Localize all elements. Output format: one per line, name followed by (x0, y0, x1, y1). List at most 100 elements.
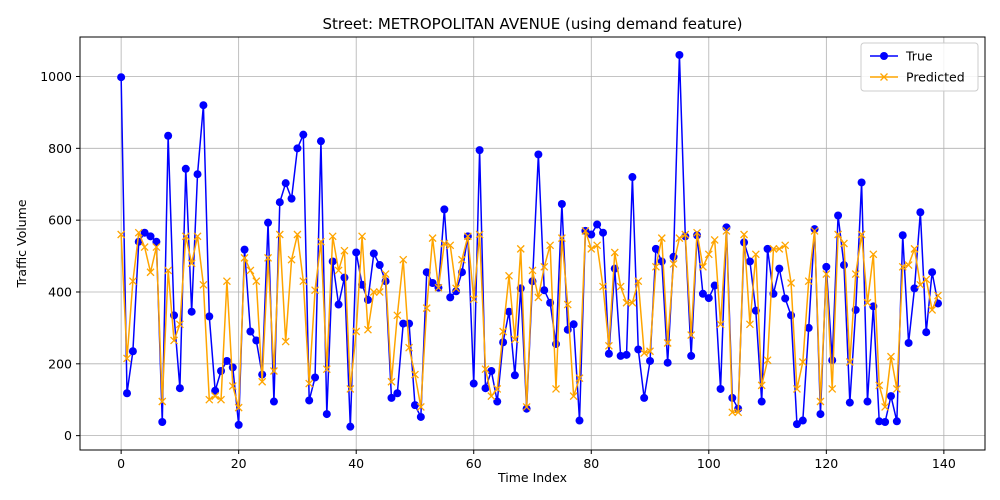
data-point-predicted (616, 282, 625, 291)
data-point-true (281, 179, 290, 188)
data-point-true (628, 173, 637, 182)
data-point-true (269, 397, 278, 406)
series-line-predicted (120, 230, 939, 414)
data-point-predicted (175, 320, 184, 329)
data-point-true (593, 220, 602, 229)
data-point-true (446, 293, 455, 302)
data-point-true (787, 311, 796, 320)
data-point-predicted (622, 298, 631, 307)
data-point-true (898, 231, 907, 240)
data-point-true (252, 336, 261, 345)
data-point-true (828, 356, 837, 365)
data-point-predicted (816, 397, 825, 406)
data-point-true (187, 307, 196, 316)
data-point-true (663, 358, 672, 367)
data-point-true (710, 281, 719, 290)
data-point-true (481, 384, 490, 393)
data-point-predicted (628, 298, 637, 307)
data-point-predicted (887, 352, 895, 361)
data-point-true (275, 198, 284, 207)
data-point-predicted (128, 277, 137, 286)
data-point-true (369, 249, 378, 258)
data-point-true (886, 392, 895, 401)
data-point-true (640, 393, 649, 402)
data-point-true (293, 144, 302, 153)
y-tick-label: 1000 (40, 69, 72, 84)
data-point-predicted (534, 293, 543, 302)
data-point-true (910, 284, 919, 293)
chart-title: Street: METROPOLITAN AVENUE (using deman… (322, 15, 742, 33)
data-point-predicted (234, 403, 243, 412)
data-point-predicted (804, 277, 813, 286)
data-point-true (834, 211, 843, 220)
data-point-predicted (264, 253, 273, 262)
x-tick-label: 140 (932, 456, 956, 471)
data-point-predicted (710, 235, 719, 244)
data-point-predicted (352, 327, 361, 336)
data-point-predicted (499, 327, 508, 336)
data-point-predicted (563, 300, 572, 309)
data-point-predicted (164, 266, 173, 275)
data-point-predicted (675, 234, 684, 243)
data-point-predicted (505, 271, 513, 280)
data-point-true (798, 416, 807, 425)
data-point-predicted (904, 261, 913, 270)
data-point-true (839, 261, 848, 270)
data-point-true (651, 244, 660, 253)
data-point-predicted (669, 260, 678, 268)
data-point-true (816, 410, 825, 419)
data-point-true (117, 73, 126, 82)
data-point-true (475, 146, 484, 155)
data-point-true (246, 327, 255, 336)
data-point-true (745, 257, 754, 266)
data-point-predicted (540, 262, 549, 271)
data-point-true (334, 300, 343, 309)
data-point-true (675, 50, 684, 59)
data-point-predicted (646, 347, 654, 356)
data-point-true (228, 363, 237, 372)
data-point-predicted (181, 232, 190, 241)
data-point-true (857, 178, 866, 187)
data-point-predicted (287, 255, 296, 264)
data-point-true (387, 393, 396, 402)
data-point-true (152, 237, 161, 246)
data-point-predicted (481, 365, 490, 374)
data-point-predicted (769, 244, 778, 253)
data-point-true (493, 397, 502, 406)
data-point-true (575, 416, 584, 425)
data-point-predicted (898, 262, 907, 271)
data-point-true (487, 366, 496, 375)
data-point-predicted (792, 384, 801, 393)
data-point-predicted (258, 377, 267, 386)
data-point-true (311, 373, 320, 382)
data-point-predicted (252, 277, 261, 286)
data-point-true (299, 130, 308, 139)
data-point-predicted (152, 243, 161, 252)
data-point-predicted (205, 395, 214, 404)
data-point-predicted (434, 283, 443, 292)
data-point-predicted (910, 244, 919, 253)
data-point-predicted (369, 288, 378, 296)
legend-true-label: True (905, 49, 933, 64)
data-point-true (845, 398, 854, 407)
data-point-predicted (604, 341, 613, 350)
data-point-predicted (522, 402, 531, 411)
data-point-predicted (892, 384, 901, 393)
data-point-predicted (458, 255, 466, 264)
data-point-predicted (581, 226, 590, 235)
data-point-true (222, 356, 231, 365)
data-point-true (569, 320, 578, 329)
data-point-true (863, 397, 872, 406)
data-point-true (792, 420, 801, 429)
data-point-true (775, 264, 784, 273)
data-point-predicted (881, 402, 890, 411)
data-point-predicted (123, 354, 131, 363)
data-point-predicted (745, 320, 754, 329)
data-point-predicted (487, 392, 496, 401)
legend-predicted-marker (880, 73, 888, 81)
data-point-true (540, 286, 549, 295)
data-point-true (416, 412, 425, 421)
data-point-predicted (463, 232, 472, 241)
data-point-predicted (510, 335, 519, 344)
